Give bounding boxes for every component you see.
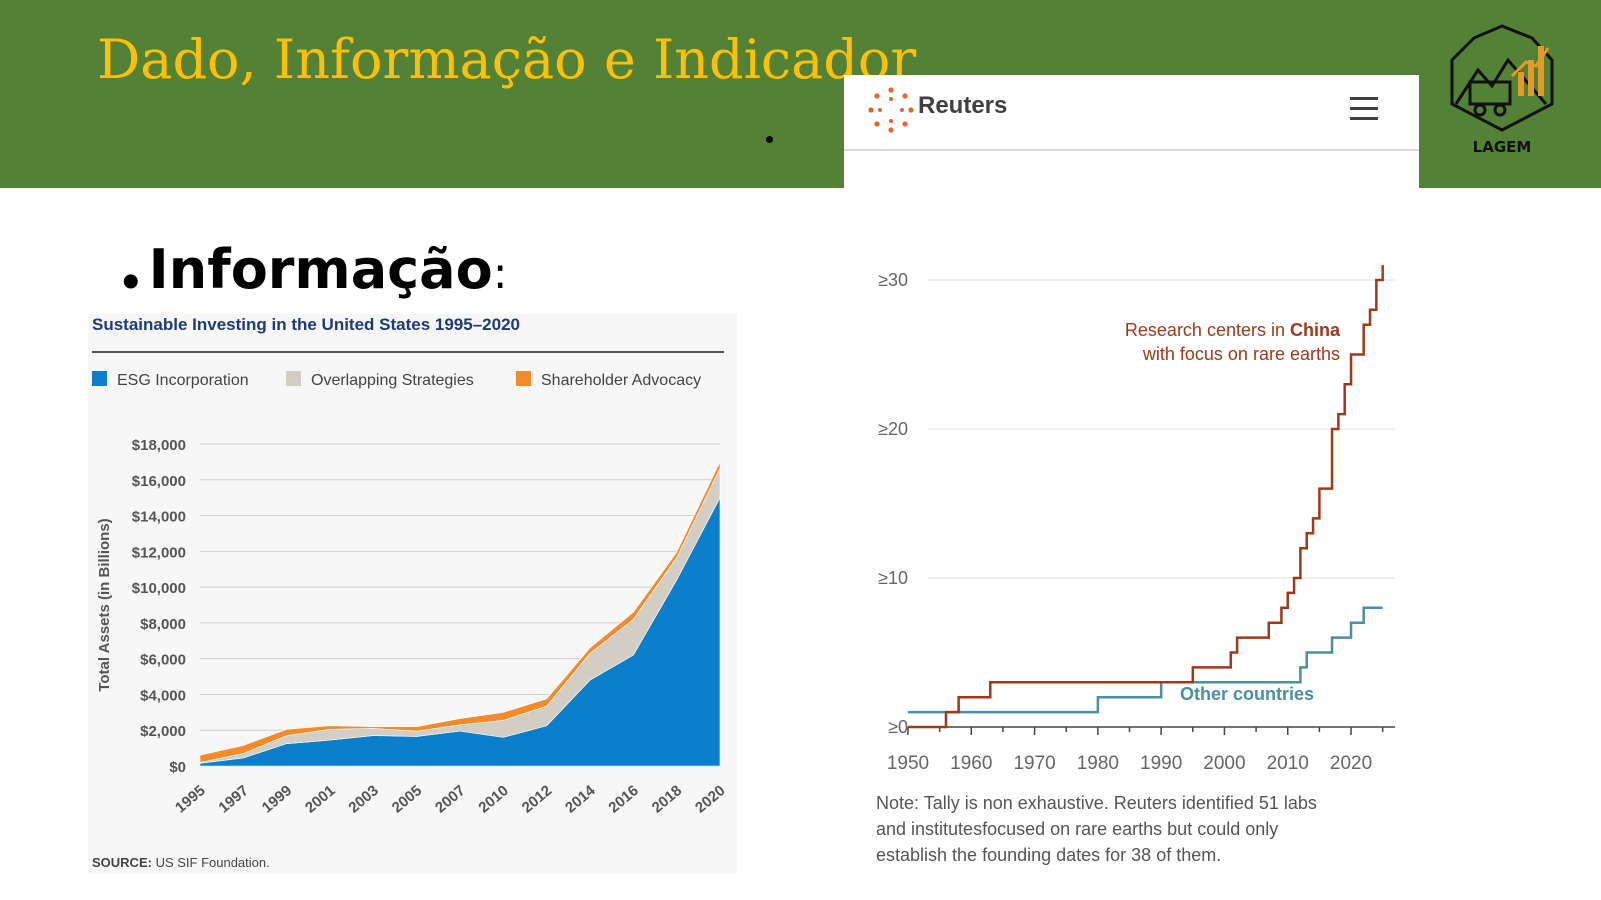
y-tick-label: ≥30 [878,270,908,290]
x-tick-label: 1980 [1077,753,1119,774]
y-tick-label: $8,000 [140,616,186,633]
y-axis-label: Total Assets (in Billions) [96,518,113,691]
menu-icon[interactable] [1344,93,1384,129]
note-line: Note: Tally is non exhaustive. Reuters i… [876,793,1317,813]
reuters-logo-icon [868,87,914,133]
x-tick-label: 2010 [475,782,511,816]
reuters-rare-earth-chart: Reuters ≥0 ≥10 ≥20 ≥30 1950 1960 1970 1980 1990 2… [844,75,1419,900]
x-tick-label: 1997 [215,782,251,816]
source-label: SOURCE: [92,855,156,870]
other-countries-line [908,606,1383,714]
y-tick-label: $12,000 [132,544,186,561]
x-tick-label: 1999 [259,782,295,816]
china-series-label-line2: with focus on rare earths [1142,344,1340,364]
bullet-dot: • [118,260,144,307]
x-tick-label: 2007 [432,782,468,816]
bullet-colon: : [492,248,508,299]
legend-label: Shareholder Advocacy [541,372,701,389]
header-bullet-dot [766,136,773,143]
x-tick-label: 2012 [519,782,555,816]
x-tick-label: 1995 [172,782,208,816]
legend-swatch [516,371,531,386]
source-note: SOURCE: US SIF Foundation. [92,855,270,870]
chart-note: Note: Tally is non exhaustive. Reuters i… [876,790,1396,868]
area-series [199,461,721,763]
logo-text: LAGEM [1472,138,1532,156]
note-line: and institutesfocused on rare earths but… [876,819,1279,839]
reuters-header-bar: Reuters [844,75,1419,151]
x-tick-label: 2016 [605,782,641,816]
x-tick-label: 1990 [1140,753,1182,774]
x-tick-label: 2014 [562,782,599,817]
x-tick-label: 2018 [649,782,685,816]
lagem-logo: LAGEM [1446,20,1566,160]
x-tick-label: 2020 [692,782,728,816]
y-tick-label: $10,000 [132,580,186,597]
y-tick-label: ≥20 [878,419,908,439]
y-tick-label: ≥0 [888,717,908,737]
reuters-brand: Reuters [918,92,1008,119]
mountain-cart-icon [1450,24,1554,132]
legend-swatch [92,371,107,386]
bullet-informacao: • Informação: [118,238,508,307]
china-series-label: Research centers in China [1125,320,1341,340]
x-tick-label: 2003 [345,782,381,816]
sustainable-investing-chart: Sustainable Investing in the United Stat… [88,314,737,874]
y-tick-label: $4,000 [140,687,186,704]
sustainable-investing-svg: Sustainable Investing in the United Stat… [92,315,729,870]
x-tick-label: 2001 [302,782,338,816]
note-line: establish the founding dates for 38 of t… [876,845,1222,865]
china-label-part: Research centers in [1125,320,1290,340]
x-tick-label: 1970 [1013,753,1055,774]
x-tick-label: 2010 [1267,753,1309,774]
china-label-bold: China [1290,320,1341,340]
x-tick-label: 1950 [887,753,929,774]
legend-label: Overlapping Strategies [311,372,474,389]
china-line [908,265,1384,729]
legend-label: ESG Incorporation [117,372,249,389]
x-tick-label: 2000 [1203,753,1245,774]
y-tick-label: $6,000 [140,652,186,669]
bullet-word: Informação [148,238,493,301]
y-tick-label: $14,000 [132,509,186,526]
legend-swatch [286,371,301,386]
y-tick-label: $0 [169,759,186,776]
rare-earth-svg: ≥0 ≥10 ≥20 ≥30 1950 1960 1970 1980 1990 2000 2010 2… [878,265,1395,774]
y-tick-label: $2,000 [140,723,186,740]
x-tick-label: 2005 [389,782,425,816]
y-tick-label: $18,000 [132,437,186,454]
other-countries-label: Other countries [1180,684,1314,704]
slide-title: Dado, Informação e Indicador [97,28,917,91]
y-tick-label: ≥10 [878,568,908,588]
x-tick-label: 1960 [950,753,992,774]
chart-title: Sustainable Investing in the United Stat… [92,315,520,334]
y-tick-label: $16,000 [132,473,186,490]
source-text: US SIF Foundation. [156,855,270,870]
x-tick-label: 2020 [1330,753,1372,774]
